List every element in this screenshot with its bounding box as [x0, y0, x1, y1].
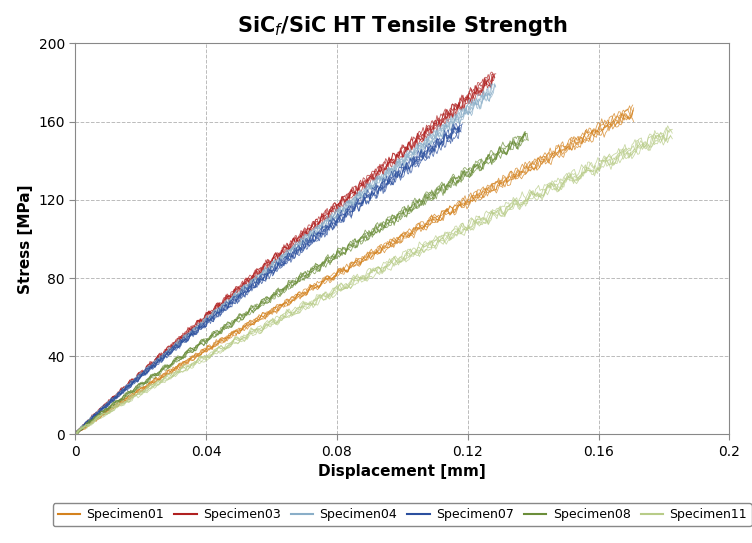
Y-axis label: Stress [MPa]: Stress [MPa]	[18, 184, 33, 294]
X-axis label: Displacement [mm]: Displacement [mm]	[318, 464, 487, 479]
Legend: Specimen01, Specimen03, Specimen04, Specimen07, Specimen08, Specimen11: Specimen01, Specimen03, Specimen04, Spec…	[53, 503, 752, 526]
Title: SiC$_f$/SiC HT Tensile Strength: SiC$_f$/SiC HT Tensile Strength	[237, 14, 568, 39]
